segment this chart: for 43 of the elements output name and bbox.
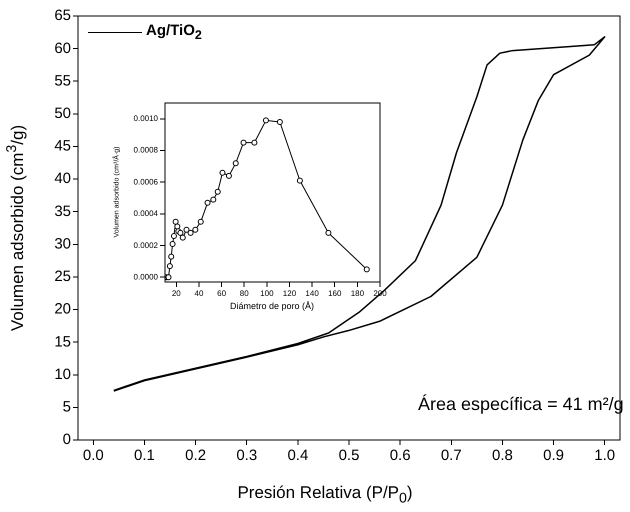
x-tick-label: 40 xyxy=(194,289,204,298)
x-tick-label: 180 xyxy=(350,289,365,298)
x-tick-label: 0.0 xyxy=(82,447,104,464)
x-tick-label: 140 xyxy=(305,289,320,298)
x-tick-label: 0.2 xyxy=(185,447,206,464)
x-tick-label: 1.0 xyxy=(594,447,616,464)
y-tick-label: 60 xyxy=(54,40,71,57)
x-tick-label: 0.1 xyxy=(134,447,155,464)
y-tick-label: 30 xyxy=(54,235,71,252)
x-tick-label: 100 xyxy=(260,289,274,298)
y-tick-label: 35 xyxy=(54,202,71,220)
y-tick-label: 5 xyxy=(62,398,71,416)
y-tick-label: 40 xyxy=(54,170,71,188)
y-tick-label: 0.0008 xyxy=(134,146,159,155)
x-tick-label: 160 xyxy=(328,289,342,298)
y-tick-label: 65 xyxy=(54,7,71,24)
x-tick-label: 0.6 xyxy=(390,447,411,464)
y-tick-label: 0.0006 xyxy=(134,177,159,186)
x-tick-label: 0.4 xyxy=(287,447,308,464)
y-tick-label: 50 xyxy=(54,104,71,122)
y-tick-label: 55 xyxy=(54,72,71,90)
x-axis-title: Presión Relativa (P/P$_{0}$) xyxy=(237,483,413,506)
x-tick-label: 80 xyxy=(240,289,250,298)
x-tick-label: 120 xyxy=(282,289,297,298)
x-tick-label: 60 xyxy=(217,289,227,298)
y-tick-label: 10 xyxy=(54,366,71,383)
y-tick-label: 0.0010 xyxy=(134,114,159,124)
y-tick-label: 0.0002 xyxy=(134,240,159,250)
legend-label: Ag/TiO$_{2}$ xyxy=(146,22,202,42)
y-tick-label: 20 xyxy=(54,300,71,318)
y-tick-label: 0 xyxy=(62,431,71,448)
y-tick-label: 0.0004 xyxy=(134,209,159,218)
x-tick-label: 0.5 xyxy=(338,447,360,464)
x-tick-label: 0.3 xyxy=(236,447,258,464)
x-tick-label: 0.8 xyxy=(492,447,513,464)
y-tick-label: 15 xyxy=(54,333,71,350)
y-tick-label: 25 xyxy=(54,268,71,286)
y-tick-label: 0.0000 xyxy=(134,272,159,282)
y-tick-label: 45 xyxy=(54,138,71,155)
x-axis-title: Diámetro de poro (Å) xyxy=(230,301,314,311)
x-tick-label: 0.7 xyxy=(440,447,462,464)
x-tick-label: 20 xyxy=(172,289,182,298)
x-tick-label: 0.9 xyxy=(543,447,564,464)
